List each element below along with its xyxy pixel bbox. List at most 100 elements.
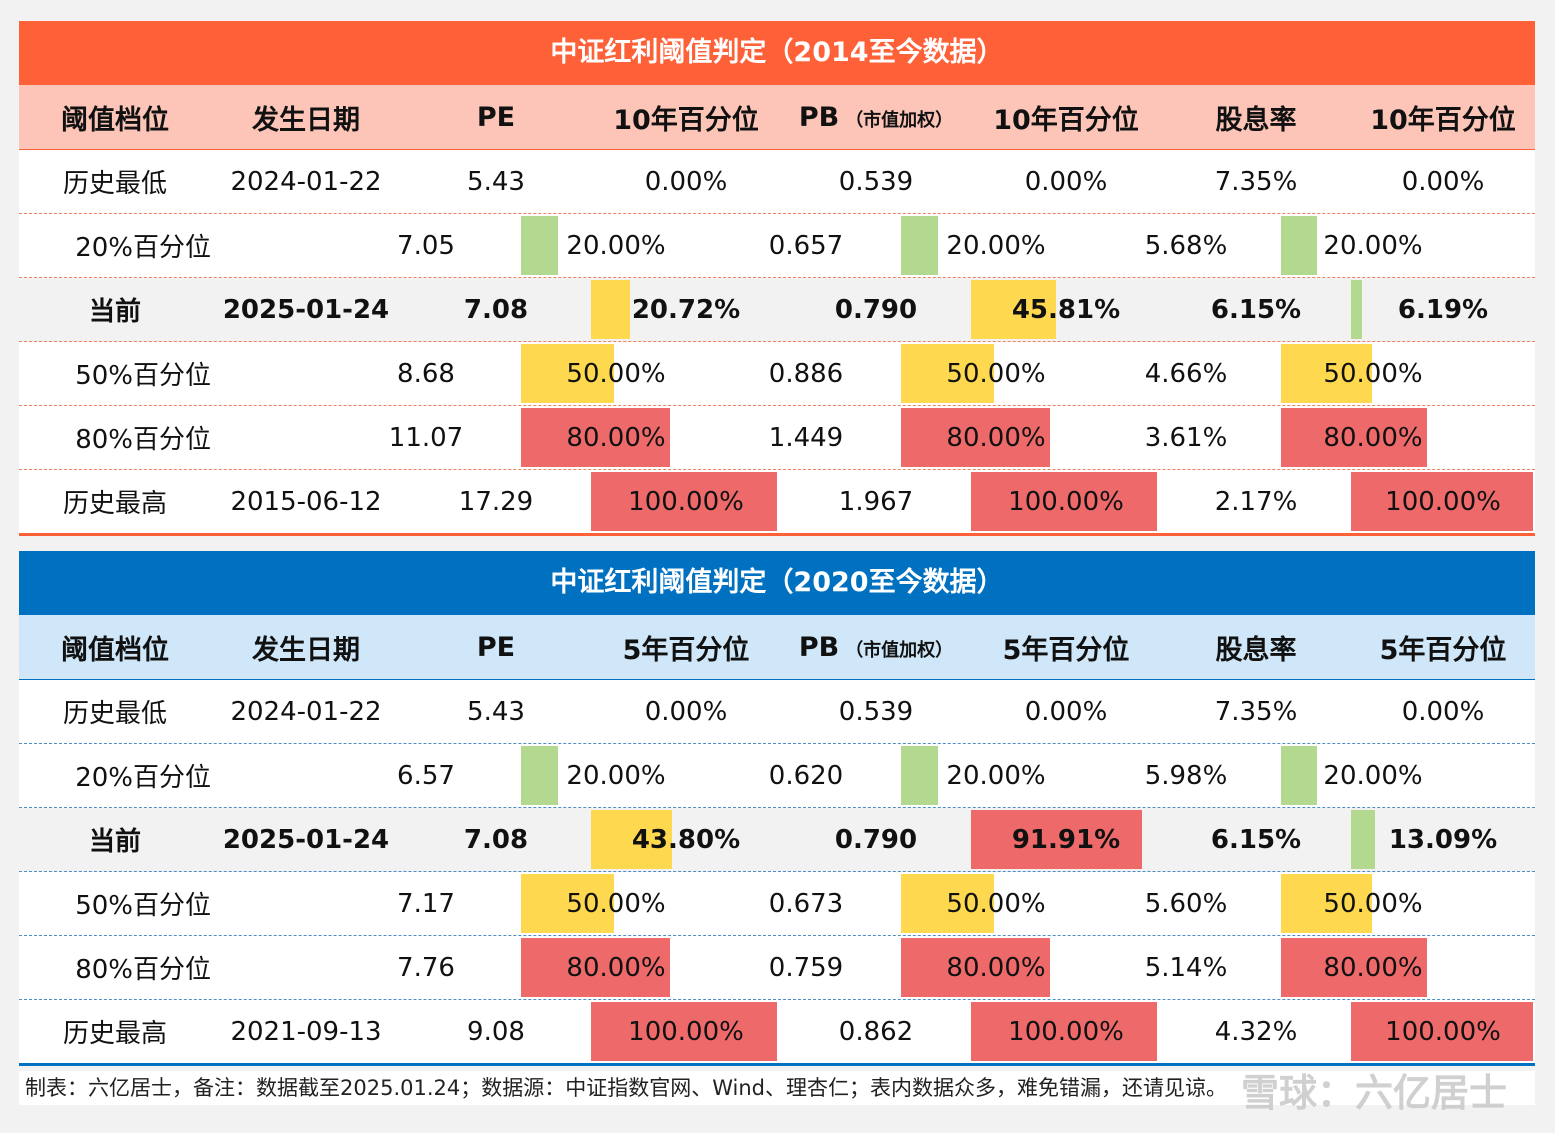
pe-percentile-cell-text: 43.80% — [631, 824, 741, 855]
dy-percentile-cell: 50.00% — [1281, 872, 1465, 935]
column-header-label: 10年百分位 — [1370, 104, 1516, 136]
table-2020: 中证红利阈值判定（2020至今数据） 阈值档位 发生日期 PE 5年百分位 PB （市值加权… — [19, 551, 1535, 1066]
footer-note: 制表：六亿居士，备注：数据截至2025.01.24；数据源：中证指数官网、Win… — [19, 1071, 1535, 1105]
pe-percentile-cell-text: 20.00% — [566, 760, 666, 791]
percentile-bar — [1281, 938, 1427, 997]
table-row: 50%百分位 8.68 50.00% 0.886 50.00% 4.66% 50.00% — [19, 342, 1535, 406]
pe-cell: 7.05 — [331, 214, 521, 277]
percentile-bar — [1281, 746, 1317, 805]
percentile-bar — [971, 280, 1056, 339]
row-label: 20%百分位 — [19, 744, 211, 807]
pe-cell: 5.43 — [401, 680, 591, 743]
pb-cell: 0.790 — [781, 278, 971, 341]
date-cell: 2024-01-22 — [211, 680, 401, 743]
pb-percentile-cell: 50.00% — [901, 872, 1091, 935]
dy-percentile-cell: 6.19% — [1351, 278, 1535, 341]
column-header-label: 10年百分位 — [613, 104, 759, 136]
pb-cell: 0.790 — [781, 808, 971, 871]
column-header-label: 10年百分位 — [993, 104, 1139, 136]
dy-percentile-cell: 0.00% — [1351, 680, 1535, 743]
row-label-text: 20%百分位 — [75, 233, 211, 263]
pb-percentile-cell: 45.81% — [971, 278, 1161, 341]
pe-percentile-cell: 50.00% — [521, 872, 711, 935]
row-label-text: 50%百分位 — [75, 361, 211, 391]
row-label-text: 20%百分位 — [75, 763, 211, 793]
date-cell-text: 2025-01-24 — [222, 824, 390, 855]
table-row: 80%百分位 11.07 80.00% 1.449 80.00% 3.61% 80.00% — [19, 406, 1535, 470]
column-header: 5年百分位 — [1351, 628, 1535, 667]
percentile-bar — [521, 874, 614, 933]
dividend-yield-cell: 5.68% — [1091, 214, 1281, 277]
pb-percentile-cell-text: 50.00% — [946, 358, 1046, 389]
table-row: 20%百分位 7.05 20.00% 0.657 20.00% 5.68% 20.00% — [19, 214, 1535, 278]
row-label: 80%百分位 — [19, 406, 211, 469]
table-row: 50%百分位 7.17 50.00% 0.673 50.00% 5.60% 50.00% — [19, 872, 1535, 936]
header-row: 阈值档位 发生日期 PE 10年百分位 PB （市值加权） 10年百分位 股息率 10年百分位 — [19, 85, 1535, 150]
pe-percentile-cell-text: 20.00% — [566, 230, 666, 261]
column-header: 阈值档位 — [19, 98, 211, 137]
column-header: PE — [401, 102, 591, 133]
table-row: 历史最低 2024-01-22 5.43 0.00% 0.539 0.00% 7.35% 0.… — [19, 680, 1535, 744]
pe-percentile-cell: 80.00% — [521, 936, 711, 999]
percentile-bar — [901, 408, 1050, 467]
pe-percentile-cell: 50.00% — [521, 342, 711, 405]
column-header-label: PB — [798, 101, 840, 133]
dividend-yield-cell-text: 5.68% — [1144, 230, 1228, 261]
column-header: 股息率 — [1161, 98, 1351, 137]
dy-percentile-cell-text: 0.00% — [1401, 166, 1485, 197]
dy-percentile-cell-text: 100.00% — [1385, 1016, 1501, 1047]
dy-percentile-cell-text: 0.00% — [1401, 696, 1485, 727]
pb-percentile-cell: 80.00% — [901, 406, 1091, 469]
percentile-bar — [971, 810, 1142, 869]
pb-cell: 0.657 — [711, 214, 901, 277]
dividend-yield-cell-text: 6.15% — [1210, 294, 1302, 325]
dy-percentile-cell-text: 20.00% — [1323, 760, 1423, 791]
percentile-bar — [901, 938, 1050, 997]
dividend-yield-cell: 6.15% — [1161, 278, 1351, 341]
pb-percentile-cell-text: 20.00% — [946, 230, 1046, 261]
pe-cell-text: 9.08 — [467, 1016, 525, 1047]
pb-cell: 0.886 — [711, 342, 901, 405]
pb-percentile-cell: 50.00% — [901, 342, 1091, 405]
dy-percentile-cell: 20.00% — [1281, 744, 1465, 807]
dividend-yield-cell: 5.60% — [1091, 872, 1281, 935]
pb-percentile-cell: 80.00% — [901, 936, 1091, 999]
row-label-text: 当前 — [88, 297, 141, 327]
column-header-label: 发生日期 — [252, 104, 360, 136]
pe-percentile-cell: 20.00% — [521, 214, 711, 277]
pb-cell: 1.449 — [711, 406, 901, 469]
column-header-label: 5年百分位 — [622, 634, 750, 666]
column-header-label: 股息率 — [1215, 104, 1297, 136]
pb-cell: 0.539 — [781, 680, 971, 743]
pb-cell: 1.967 — [781, 470, 971, 533]
pb-weight-note: （市值加权） — [845, 109, 954, 131]
dividend-yield-cell-text: 2.17% — [1214, 486, 1298, 517]
pb-cell-text: 0.886 — [768, 358, 844, 389]
pb-percentile-cell: 91.91% — [971, 808, 1161, 871]
dividend-yield-cell: 3.61% — [1091, 406, 1281, 469]
pb-percentile-cell-text: 20.00% — [946, 760, 1046, 791]
pe-percentile-cell: 0.00% — [591, 150, 781, 213]
column-header: 发生日期 — [211, 628, 401, 667]
row-label: 50%百分位 — [19, 342, 211, 405]
pb-percentile-cell: 20.00% — [901, 744, 1091, 807]
dividend-yield-cell: 6.15% — [1161, 808, 1351, 871]
row-label: 历史最低 — [19, 150, 211, 213]
dividend-yield-cell: 4.32% — [1161, 1000, 1351, 1063]
dy-percentile-cell: 80.00% — [1281, 936, 1465, 999]
pb-percentile-cell-text: 100.00% — [1008, 1016, 1124, 1047]
row-label: 历史最低 — [19, 680, 211, 743]
pe-cell: 7.08 — [401, 808, 591, 871]
pe-percentile-cell: 80.00% — [521, 406, 711, 469]
watermark: 雪球：六亿居士 — [1240, 1071, 1507, 1115]
pb-cell-text: 0.759 — [768, 952, 844, 983]
table-row: 80%百分位 7.76 80.00% 0.759 80.00% 5.14% 80.00% — [19, 936, 1535, 1000]
row-label-text: 历史最高 — [62, 489, 167, 519]
pb-percentile-cell-text: 91.91% — [1011, 824, 1121, 855]
percentile-bar — [901, 216, 938, 275]
pe-percentile-cell: 100.00% — [591, 1000, 781, 1063]
percentile-bar — [901, 746, 938, 805]
dividend-yield-cell: 7.35% — [1161, 150, 1351, 213]
percentile-bar — [591, 1002, 777, 1061]
pb-percentile-cell-text: 80.00% — [946, 952, 1046, 983]
